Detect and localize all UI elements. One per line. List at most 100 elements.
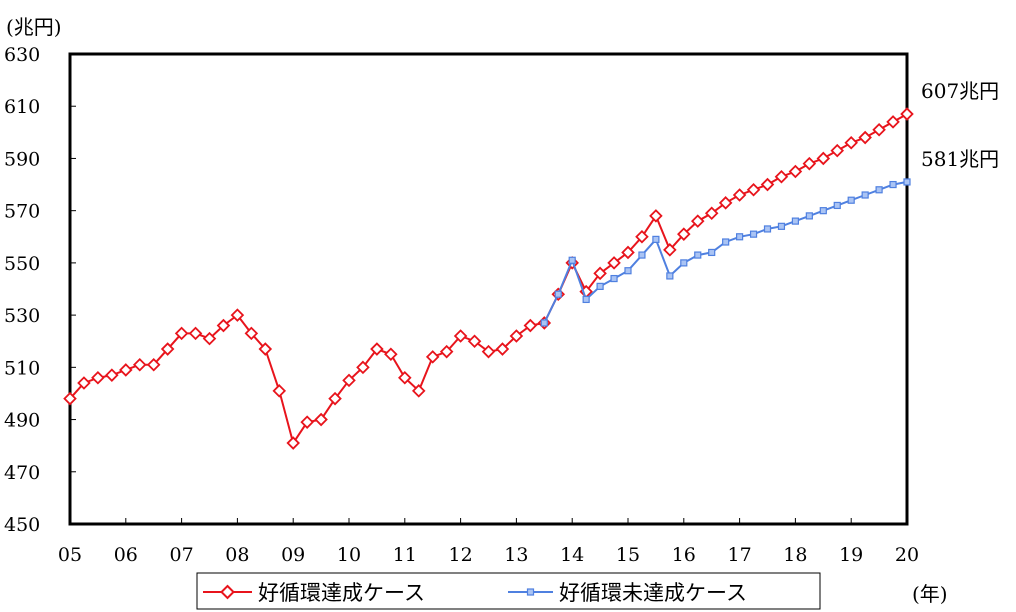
data-point [160, 342, 175, 356]
data-point [858, 130, 872, 145]
y-tick-label: 450 [4, 514, 40, 536]
x-tick-label: 20 [895, 544, 919, 566]
data-point [819, 207, 827, 215]
data-point [861, 191, 869, 199]
data-point [875, 186, 883, 194]
x-tick-label: 16 [672, 544, 696, 566]
data-point [749, 230, 758, 238]
y-axis: 450 470 490 510 530 550 570 590 610 630 [4, 44, 76, 536]
data-point [453, 329, 468, 343]
data-point [244, 326, 259, 341]
x-tick-label: 12 [449, 544, 473, 566]
data-point [774, 169, 789, 184]
data-point [680, 259, 688, 267]
x-tick-label: 17 [728, 544, 752, 566]
x-tick-label: 18 [783, 544, 807, 566]
data-point [847, 196, 855, 204]
data-point [704, 206, 719, 221]
data-point [677, 227, 691, 241]
data-point [722, 238, 730, 246]
y-tick-label: 630 [4, 44, 40, 66]
data-point [300, 415, 314, 429]
data-point [481, 344, 496, 359]
data-point [328, 391, 342, 406]
data-point [342, 373, 356, 388]
series-1 [63, 107, 914, 450]
legend-diamond-icon [220, 584, 235, 600]
y-tick-label: 470 [4, 462, 40, 484]
end-value-label-1: 607兆円 [921, 79, 999, 103]
legend-square-icon [526, 588, 535, 596]
data-point [384, 347, 398, 362]
data-point [596, 282, 604, 290]
x-tick-label: 09 [281, 544, 305, 566]
data-point [568, 256, 576, 264]
data-point [398, 371, 412, 385]
data-point [830, 143, 845, 158]
data-point [816, 151, 831, 166]
data-point [258, 342, 273, 356]
y-tick-label: 530 [4, 305, 40, 327]
data-point [439, 344, 454, 359]
data-point [216, 318, 231, 333]
x-tick-label: 11 [393, 544, 417, 566]
plot-area-frame [68, 52, 909, 526]
data-point [119, 363, 133, 377]
data-point [889, 180, 897, 189]
data-point [593, 266, 607, 281]
data-point [900, 107, 914, 121]
data-point [105, 368, 119, 382]
data-point [425, 350, 440, 364]
y-tick-label: 490 [4, 410, 40, 432]
data-point [802, 156, 817, 171]
data-point [77, 376, 91, 390]
y-tick-label: 610 [4, 96, 40, 118]
data-point [523, 318, 538, 333]
y-tick-label: 550 [4, 253, 40, 275]
x-tick-label: 07 [170, 544, 194, 566]
data-point [188, 326, 203, 341]
data-point [621, 245, 635, 260]
x-tick-label: 13 [504, 544, 528, 566]
y-tick-label: 590 [4, 148, 40, 170]
series-layer [63, 107, 914, 450]
data-point [708, 248, 716, 257]
data-point [663, 243, 677, 257]
x-tick-label: 19 [839, 544, 863, 566]
legend-label-good-cycle: 好循環達成ケース [258, 581, 425, 605]
y-tick-label: 510 [4, 357, 40, 379]
legend-label-not-achieved: 好循環未達成ケース [559, 581, 747, 605]
x-tick-label: 06 [114, 544, 138, 566]
data-point [132, 357, 147, 372]
series-2 [540, 178, 911, 327]
data-point [272, 384, 287, 398]
data-point [746, 183, 761, 197]
y-axis-unit-label: (兆円) [6, 15, 62, 39]
data-point [370, 342, 384, 356]
data-point [833, 201, 841, 210]
data-point [314, 412, 328, 427]
data-point [582, 295, 590, 304]
data-point [509, 329, 524, 343]
data-point [791, 217, 800, 225]
data-point [844, 136, 858, 150]
x-tick-label: 05 [58, 544, 82, 566]
x-tick-label: 15 [616, 544, 640, 566]
x-tick-label: 10 [337, 544, 361, 566]
data-point [777, 222, 786, 230]
data-point [872, 122, 886, 137]
data-point [356, 360, 370, 375]
legend: 好循環達成ケース 好循環未達成ケース [196, 572, 821, 610]
data-point [735, 233, 744, 241]
data-point [666, 272, 674, 280]
data-point [467, 334, 482, 348]
data-point [760, 177, 775, 192]
y-tick-label: 570 [4, 201, 40, 223]
data-point [91, 371, 105, 385]
data-point [624, 267, 632, 275]
data-point [63, 391, 77, 406]
data-point [805, 212, 813, 220]
data-point [649, 209, 663, 223]
x-tick-label: 08 [225, 544, 249, 566]
